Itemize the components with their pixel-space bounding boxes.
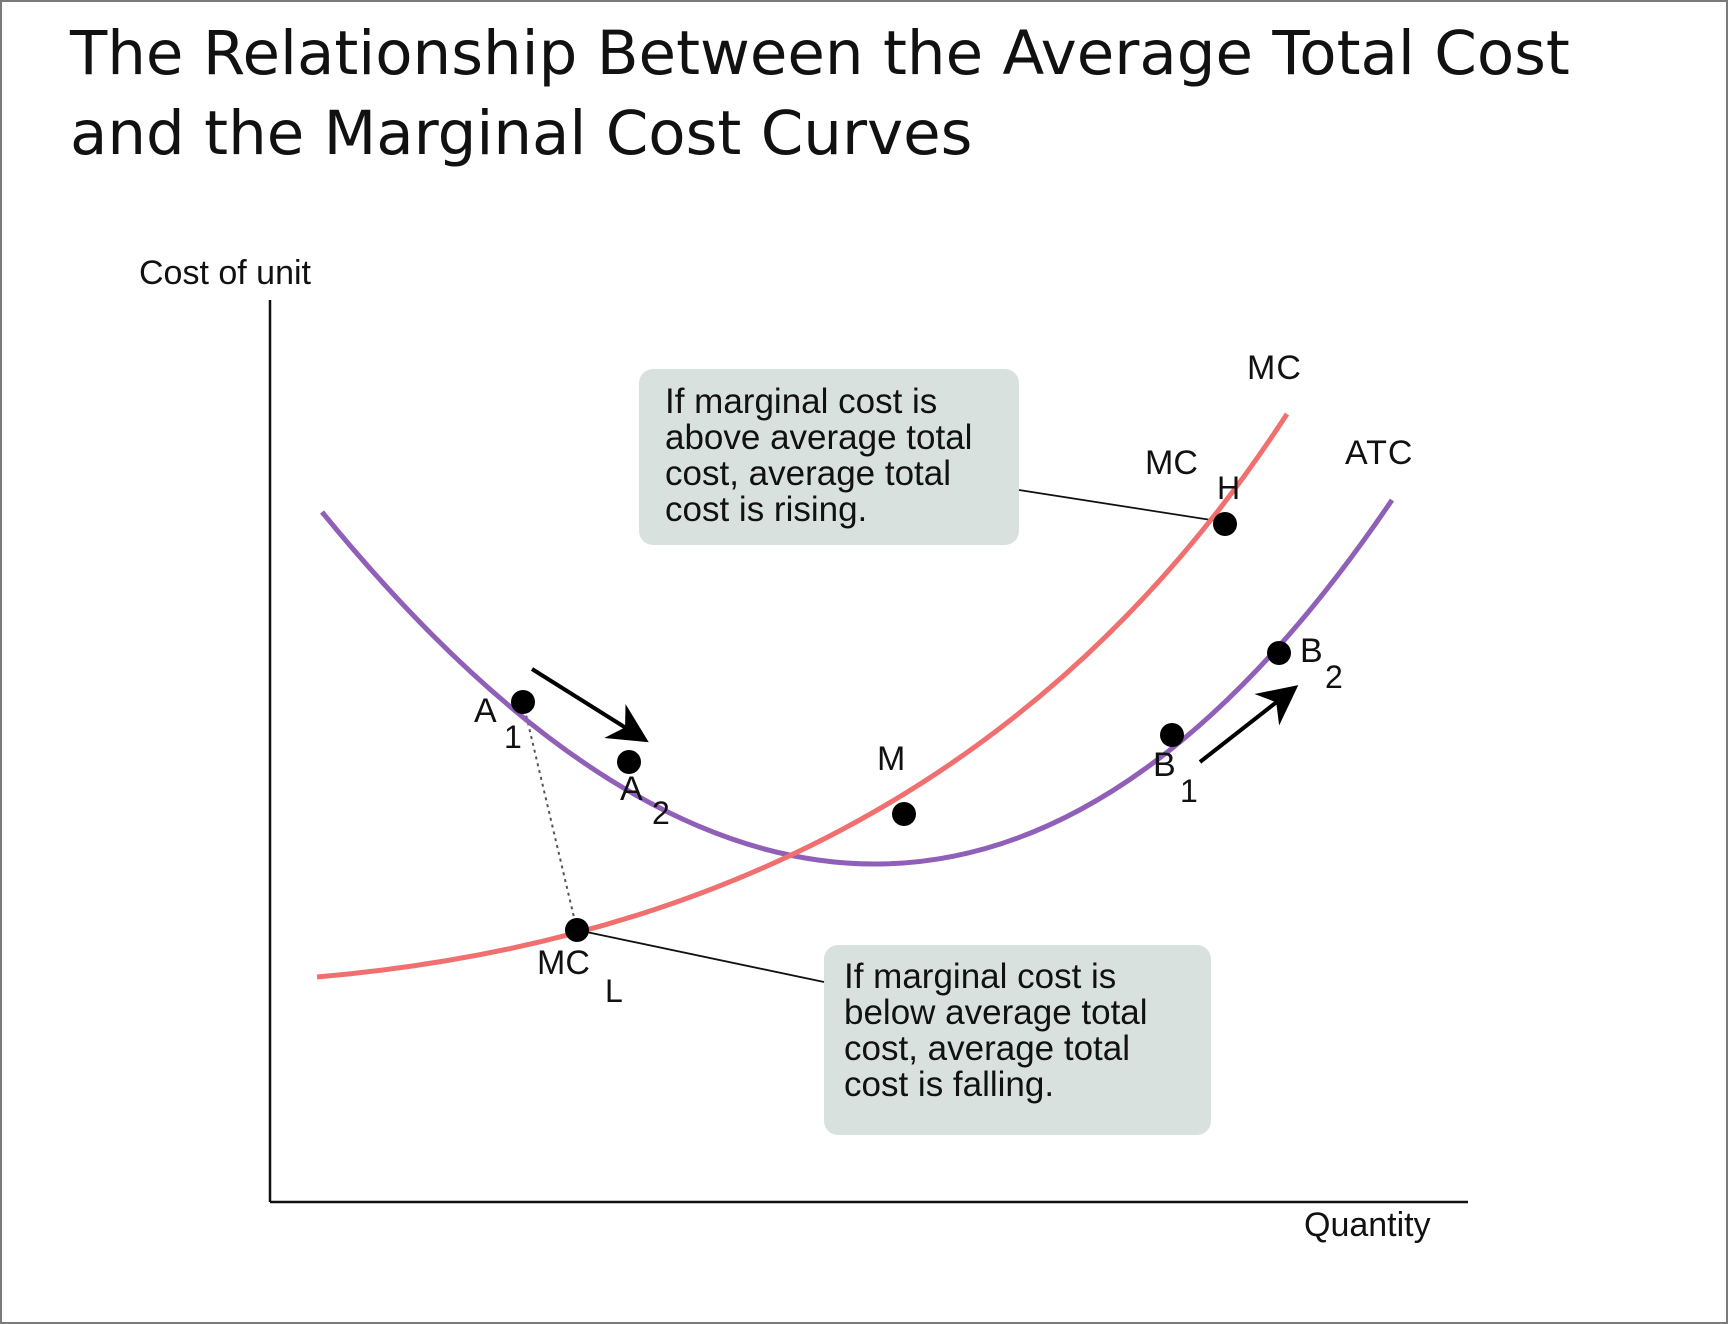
point-a1-subscript: 1 xyxy=(504,719,522,755)
point-a2 xyxy=(617,750,641,774)
callout-below-line: below average total xyxy=(844,993,1148,1032)
mc-curve xyxy=(316,412,1290,980)
callout-below-line: If marginal cost is xyxy=(844,957,1116,996)
callout-below-leader xyxy=(576,929,825,983)
atc-curve-label: ATC xyxy=(1345,434,1413,472)
callout-above-text: If marginal cost is above average total … xyxy=(665,382,982,529)
point-a2-label: A xyxy=(620,770,643,808)
point-mc-h xyxy=(1213,512,1237,536)
point-a1-label: A xyxy=(474,692,497,730)
callout-above-line: If marginal cost is xyxy=(665,382,937,421)
point-b2-label: B xyxy=(1300,632,1323,670)
callout-above-line: cost is rising. xyxy=(665,490,867,529)
callout-below-box xyxy=(824,945,1211,1135)
arrow-down-right xyxy=(530,667,649,743)
slide-title: The Relationship Between the Average Tot… xyxy=(70,18,1570,169)
point-b1-subscript: 1 xyxy=(1180,773,1198,809)
point-m xyxy=(892,802,916,826)
y-axis-label: Cost of unit xyxy=(139,254,312,292)
point-mc-h-label: MC xyxy=(1145,444,1198,482)
mc-curve-label: MC xyxy=(1247,349,1302,387)
callout-above-leader xyxy=(1018,489,1225,523)
point-mc-l-subscript: L xyxy=(605,973,623,1009)
callout-above-line: cost, average total xyxy=(665,454,951,493)
point-b2 xyxy=(1267,641,1291,665)
callout-below-line: cost, average total xyxy=(844,1029,1130,1068)
callout-below-line: cost is falling. xyxy=(844,1065,1054,1104)
x-axis-label: Quantity xyxy=(1304,1206,1431,1244)
point-a2-subscript: 2 xyxy=(652,795,670,831)
point-mc-l xyxy=(565,918,589,942)
point-mc-l-label: MC xyxy=(537,944,590,982)
point-b2-subscript: 2 xyxy=(1325,659,1343,695)
point-mc-h-subscript: H xyxy=(1217,470,1240,506)
arrow-up-right xyxy=(1198,685,1299,764)
callout-above-box xyxy=(639,369,1019,545)
point-b1 xyxy=(1160,723,1184,747)
atc-curve xyxy=(320,498,1395,867)
point-b1-label: B xyxy=(1153,746,1176,784)
callout-below-text: If marginal cost is below average total … xyxy=(844,957,1157,1104)
callout-above-line: above average total xyxy=(665,418,972,457)
point-a1 xyxy=(511,690,535,714)
point-m-label: M xyxy=(877,740,905,778)
